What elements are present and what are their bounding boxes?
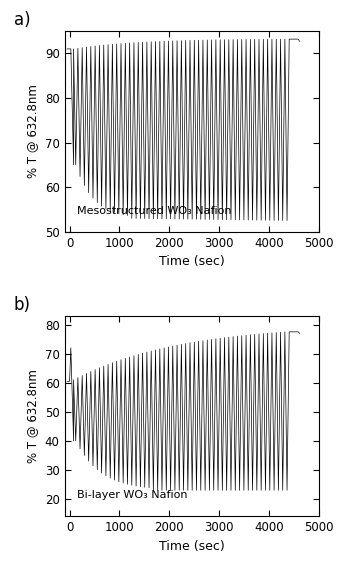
X-axis label: Time (sec): Time (sec) xyxy=(159,540,225,553)
Y-axis label: % T @ 632.8nm: % T @ 632.8nm xyxy=(26,85,39,178)
Text: Bi-layer WO₃ Nafion: Bi-layer WO₃ Nafion xyxy=(77,491,188,500)
X-axis label: Time (sec): Time (sec) xyxy=(159,255,225,268)
Text: b): b) xyxy=(14,296,31,314)
Text: a): a) xyxy=(14,11,30,29)
Y-axis label: % T @ 632.8nm: % T @ 632.8nm xyxy=(26,369,39,463)
Text: Mesostructured WO₃ Nafion: Mesostructured WO₃ Nafion xyxy=(77,206,232,215)
